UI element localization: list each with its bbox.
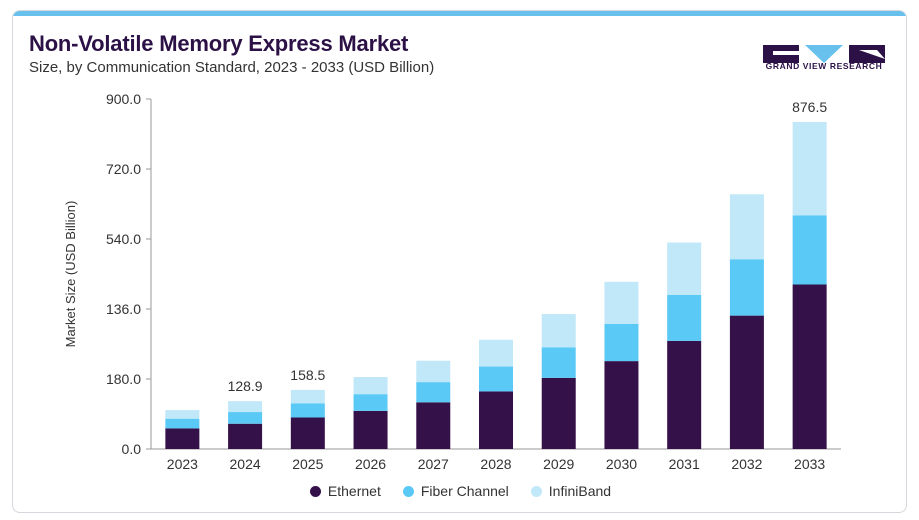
bar-infiniband	[290, 389, 325, 404]
y-axis-label: Market Size (USD Billion)	[63, 201, 78, 348]
bar-infiniband	[165, 410, 200, 419]
y-tick-label: 136.0	[106, 301, 141, 317]
y-tick-label: 720.0	[106, 161, 141, 177]
legend-label-ethernet: Ethernet	[327, 483, 381, 499]
bar-ethernet	[541, 377, 576, 449]
y-tick-label: 180.0	[106, 371, 141, 387]
y-tick-label: 900.0	[106, 91, 141, 107]
legend: Ethernet Fiber Channel InfiniBand	[13, 483, 906, 499]
bar-fiber-channel	[416, 382, 451, 403]
bar-ethernet	[416, 402, 451, 449]
bar-ethernet	[667, 340, 702, 449]
bar-infiniband	[729, 194, 764, 260]
bar-infiniband	[792, 121, 827, 216]
bar-ethernet	[729, 315, 764, 449]
bar-fiber-channel	[729, 259, 764, 316]
x-tick-label: 2029	[543, 456, 574, 472]
x-tick-label: 2025	[292, 456, 323, 472]
data-label: 158.5	[290, 367, 325, 383]
bar-ethernet	[479, 391, 513, 449]
legend-label-fiber-channel: Fiber Channel	[420, 483, 509, 499]
bar-fiber-channel	[165, 418, 200, 429]
bar-fiber-channel	[228, 412, 263, 424]
bar-infiniband	[604, 281, 639, 324]
x-tick-label: 2031	[669, 456, 700, 472]
data-label: 876.5	[792, 99, 827, 115]
bar-ethernet	[165, 428, 200, 449]
bar-fiber-channel	[541, 347, 576, 378]
bar-ethernet	[353, 410, 388, 449]
annotations: 128.9 158.5 876.5	[228, 99, 828, 394]
x-ticks: 2023 2024 2025 2026 2027 2028 2029 2030 2031 2032…	[167, 456, 826, 472]
legend-item-ethernet: Ethernet	[309, 483, 381, 499]
y-tick-label: 540.0	[106, 231, 141, 247]
accent-bar	[13, 11, 906, 16]
bar-fiber-channel	[604, 323, 639, 362]
bar-infiniband	[479, 339, 513, 367]
logo-block-left-notch	[773, 51, 799, 55]
x-tick-label: 2024	[230, 456, 261, 472]
logo-block-right-notch	[859, 50, 885, 59]
x-tick-label: 2030	[606, 456, 637, 472]
bar-fiber-channel	[290, 403, 325, 418]
x-tick-label: 2023	[167, 456, 198, 472]
y-tick-label: 0.0	[122, 441, 142, 457]
bar-ethernet	[792, 284, 827, 449]
x-tick-label: 2026	[355, 456, 386, 472]
x-tick-label: 2032	[731, 456, 762, 472]
bar-ethernet	[228, 423, 263, 449]
y-ticks: 0.0 180.0 136.0 540.0 720.0 900.0	[106, 91, 151, 457]
bar-fiber-channel	[479, 366, 513, 392]
bar-infiniband	[541, 314, 576, 348]
bar-ethernet	[290, 417, 325, 449]
x-tick-label: 2027	[418, 456, 449, 472]
legend-item-infiniband: InfiniBand	[530, 483, 612, 499]
chart-title: Non-Volatile Memory Express Market	[29, 31, 409, 56]
x-tick-label: 2028	[480, 456, 511, 472]
logo-block-right	[849, 45, 885, 63]
legend-item-fiber-channel: Fiber Channel	[402, 483, 509, 499]
legend-dot-fiber-channel	[402, 485, 414, 497]
legend-dot-ethernet	[309, 485, 321, 497]
chart-card: Non-Volatile Memory Express Market Size,…	[12, 10, 907, 513]
bar-infiniband	[416, 360, 451, 383]
bar-ethernet	[604, 361, 639, 449]
x-tick-label: 2033	[794, 456, 825, 472]
bar-infiniband	[228, 401, 263, 413]
logo-triangle	[805, 45, 843, 63]
bar-infiniband	[353, 377, 388, 395]
bar-fiber-channel	[353, 394, 388, 411]
data-label: 128.9	[228, 378, 263, 394]
legend-label-infiniband: InfiniBand	[548, 483, 612, 499]
grand-view-research-logo	[763, 45, 885, 63]
legend-dot-infiniband	[530, 485, 542, 497]
bars	[165, 121, 827, 449]
bar-fiber-channel	[667, 295, 702, 341]
chart-subtitle: Size, by Communication Standard, 2023 - …	[29, 59, 435, 76]
logo-text: GRAND VIEW RESEARCH	[765, 61, 883, 71]
bar-fiber-channel	[792, 215, 827, 285]
bar-infiniband	[667, 242, 702, 295]
